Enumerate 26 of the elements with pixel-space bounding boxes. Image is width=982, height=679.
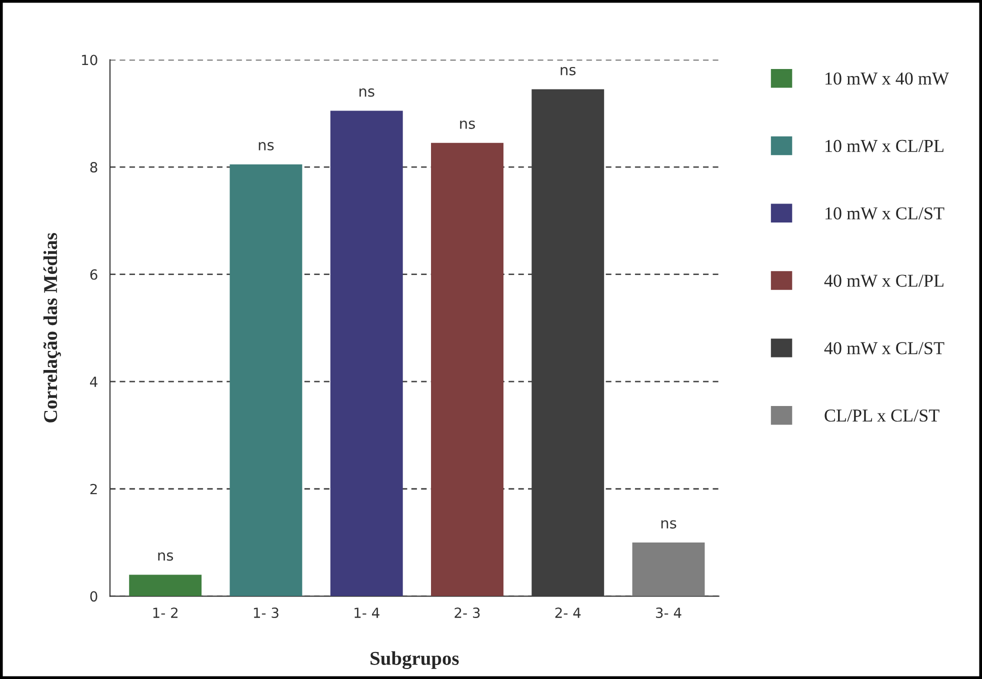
x-axis-title: Subgrupos — [370, 651, 459, 670]
data-label: ns — [460, 120, 475, 129]
y-tick-label: 6 — [90, 269, 98, 280]
y-tick-label: 0 — [90, 591, 98, 602]
x-tick-label: 1- 3 — [254, 608, 278, 618]
data-label: ns — [360, 88, 374, 97]
y-tick-label: 2 — [90, 484, 97, 494]
x-tick-label: 3- 4 — [656, 608, 682, 618]
x-tick-label: 1- 4 — [354, 608, 380, 618]
legend-label: CL/PL x CL/ST — [824, 410, 940, 422]
data-label: ns — [661, 520, 676, 529]
legend-label: 10 mW x CL/PL — [826, 140, 944, 152]
y-tick-label: 4 — [90, 376, 98, 387]
legend-label: 40 mW x CL/PL — [824, 274, 944, 287]
x-tick-label: 2- 4 — [555, 608, 581, 618]
y-axis-title: Correlação das Médias — [43, 233, 61, 422]
y-tick-label: 10 — [82, 54, 98, 66]
x-tick-label: 2- 3 — [454, 608, 480, 618]
data-label: ns — [158, 552, 174, 561]
legend-label: 10 mW x 40 mW — [826, 72, 949, 85]
data-label: ns — [258, 142, 274, 150]
legend-label: 10 mW x CL/ST — [826, 207, 944, 220]
x-tick-label: 1- 2 — [153, 608, 178, 618]
data-label: ns — [560, 66, 576, 76]
y-tick-label: 8 — [90, 162, 98, 173]
legend-label: 40 mW x CL/ST — [824, 342, 944, 354]
